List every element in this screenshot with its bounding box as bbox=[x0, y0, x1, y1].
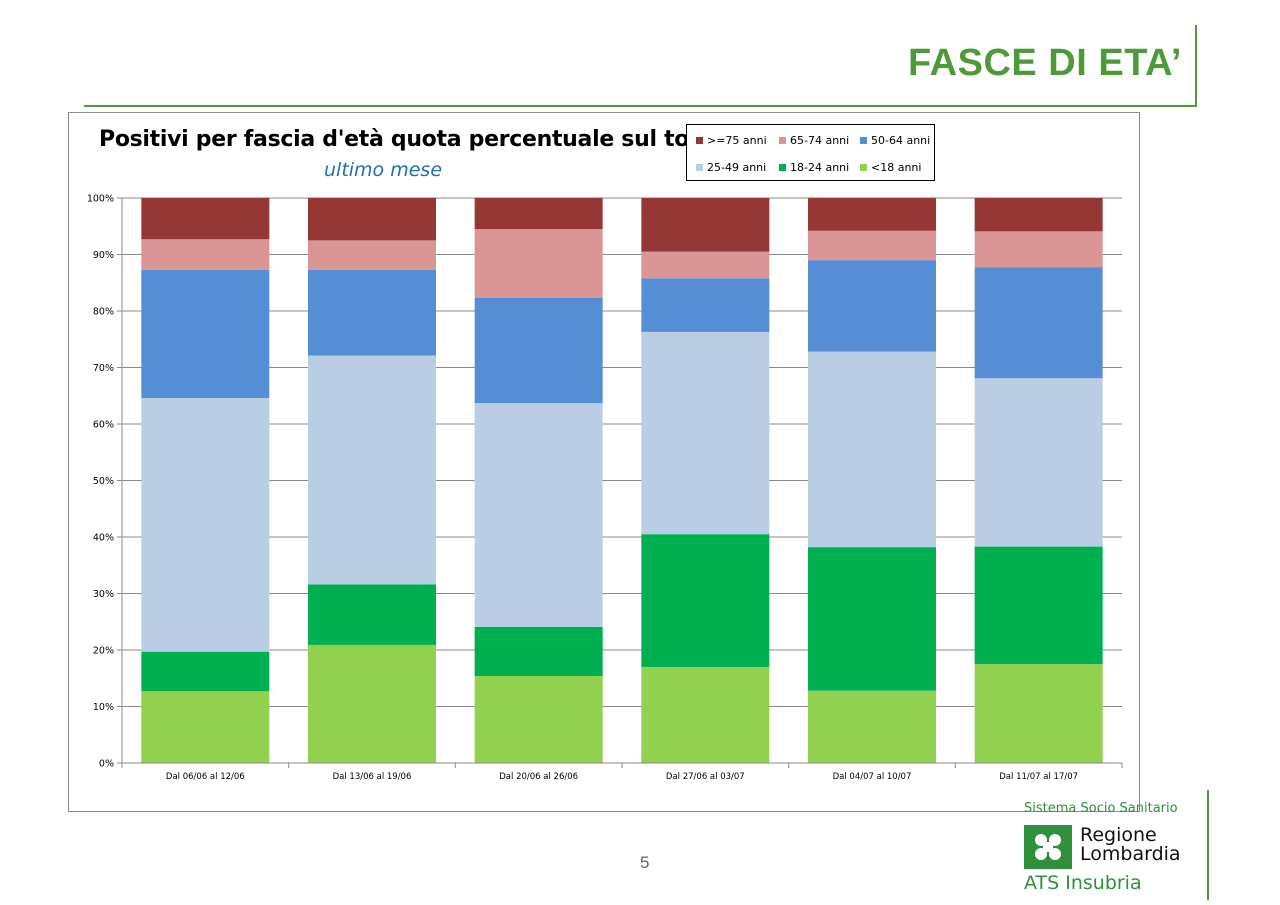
legend-entry: 25-49 anni bbox=[696, 161, 766, 174]
bar-segment bbox=[474, 675, 603, 763]
x-tick-label: Dal 27/06 al 03/07 bbox=[666, 772, 745, 782]
legend-swatch bbox=[779, 164, 786, 171]
y-tick-label: 60% bbox=[93, 420, 114, 431]
legend-label: >=75 anni bbox=[707, 134, 767, 147]
logo-region-name: Regione Lombardia bbox=[1080, 826, 1181, 864]
legend-entry: <18 anni bbox=[860, 161, 921, 174]
legend-label: 18-24 anni bbox=[790, 161, 850, 174]
footer-rule bbox=[1207, 790, 1209, 900]
bar-segment bbox=[974, 198, 1103, 232]
bar-segment bbox=[808, 690, 936, 763]
bar-segment bbox=[141, 651, 270, 692]
legend-entry: >=75 anni bbox=[696, 134, 767, 147]
y-tick-label: 50% bbox=[93, 476, 114, 487]
bar-segment bbox=[474, 229, 603, 299]
bar-segment bbox=[641, 198, 770, 252]
legend-label: 65-74 anni bbox=[790, 134, 850, 147]
bar-segment bbox=[974, 664, 1103, 763]
page-number: 5 bbox=[640, 853, 650, 872]
x-tick-label: Dal 04/07 al 10/07 bbox=[833, 772, 912, 782]
bar-segment bbox=[974, 231, 1103, 268]
legend-label: 50-64 anni bbox=[871, 134, 931, 147]
chart-subtitle: ultimo mese bbox=[324, 159, 443, 181]
legend-swatch bbox=[860, 164, 867, 171]
x-tick-label: Dal 13/06 al 19/06 bbox=[333, 772, 412, 782]
bar-segment bbox=[474, 198, 603, 230]
logo-top-text: Sistema Socio Sanitario bbox=[1024, 801, 1178, 816]
bar-segment bbox=[308, 240, 436, 270]
y-tick-label: 30% bbox=[93, 589, 114, 600]
chart-frame: 0% 10% 20% 30% 40% 50% 60% 70% 80% 90% 100% Dal 06/… bbox=[68, 112, 1140, 812]
bar-segment bbox=[474, 403, 603, 627]
regione-lombardia-logo-icon bbox=[1024, 825, 1072, 869]
bar-segment bbox=[141, 198, 270, 240]
legend-label: <18 anni bbox=[871, 161, 922, 174]
y-tick-label: 10% bbox=[93, 702, 114, 713]
legend-swatch bbox=[860, 137, 867, 144]
logo-region-line2: Lombardia bbox=[1080, 843, 1181, 865]
legend-swatch bbox=[696, 137, 703, 144]
stacked-bar-chart: 0% 10% 20% 30% 40% 50% 60% 70% 80% 90% 100% Dal 06/… bbox=[87, 194, 1123, 782]
bar-segment bbox=[474, 298, 603, 404]
bar-segment bbox=[974, 267, 1103, 379]
bar-segment bbox=[141, 398, 270, 652]
bar-segment bbox=[308, 584, 436, 645]
bar-segment bbox=[808, 260, 936, 352]
legend-label: 25-49 anni bbox=[707, 161, 767, 174]
legend-swatch bbox=[779, 137, 786, 144]
bar-segment bbox=[808, 198, 936, 231]
logo-region-line1: Regione bbox=[1080, 824, 1157, 846]
legend-entry: 18-24 anni bbox=[779, 161, 849, 174]
y-tick-label: 90% bbox=[93, 250, 114, 261]
chart-title: Positivi per fascia d'età quota percentu… bbox=[99, 127, 736, 152]
bar-segment bbox=[641, 331, 770, 535]
bar-segment bbox=[308, 198, 436, 241]
bar-segment bbox=[808, 351, 936, 548]
bar-segment bbox=[308, 269, 436, 356]
bar-segment bbox=[641, 251, 770, 279]
bar-segment bbox=[474, 626, 603, 676]
bar-segment bbox=[141, 269, 270, 399]
bar-segment bbox=[308, 355, 436, 585]
y-tick-label: 0% bbox=[99, 759, 114, 770]
logo-bottom-text: ATS Insubria bbox=[1024, 872, 1142, 894]
x-tick-label: Dal 20/06 al 26/06 bbox=[499, 772, 578, 782]
bar-segment bbox=[808, 230, 936, 261]
slide-title: FASCE DI ETA’ bbox=[908, 42, 1182, 84]
title-vertical-rule bbox=[1195, 25, 1197, 107]
bar-segment bbox=[641, 278, 770, 332]
y-tick-label: 40% bbox=[93, 533, 114, 544]
bar-segment bbox=[974, 546, 1103, 665]
y-tick-label: 80% bbox=[93, 307, 114, 318]
legend-swatch bbox=[696, 164, 703, 171]
y-tick-label: 100% bbox=[87, 194, 114, 205]
bar-segment bbox=[641, 666, 770, 763]
x-tick-label: Dal 06/06 al 12/06 bbox=[166, 772, 245, 782]
bar-segment bbox=[141, 239, 270, 270]
bar-segment bbox=[808, 547, 936, 691]
title-rule bbox=[84, 105, 1197, 107]
chart-legend: >=75 anni 65-74 anni 50-64 anni 25-49 anni 1… bbox=[686, 124, 935, 181]
bar-segment bbox=[641, 534, 770, 667]
bar-segment bbox=[141, 691, 270, 763]
y-tick-label: 70% bbox=[93, 363, 114, 374]
y-tick-label: 20% bbox=[93, 646, 114, 657]
legend-entry: 50-64 anni bbox=[860, 134, 930, 147]
bar-segment bbox=[974, 378, 1103, 547]
legend-entry: 65-74 anni bbox=[779, 134, 849, 147]
x-tick-label: Dal 11/07 al 17/07 bbox=[999, 772, 1078, 782]
bar-segment bbox=[308, 644, 436, 763]
